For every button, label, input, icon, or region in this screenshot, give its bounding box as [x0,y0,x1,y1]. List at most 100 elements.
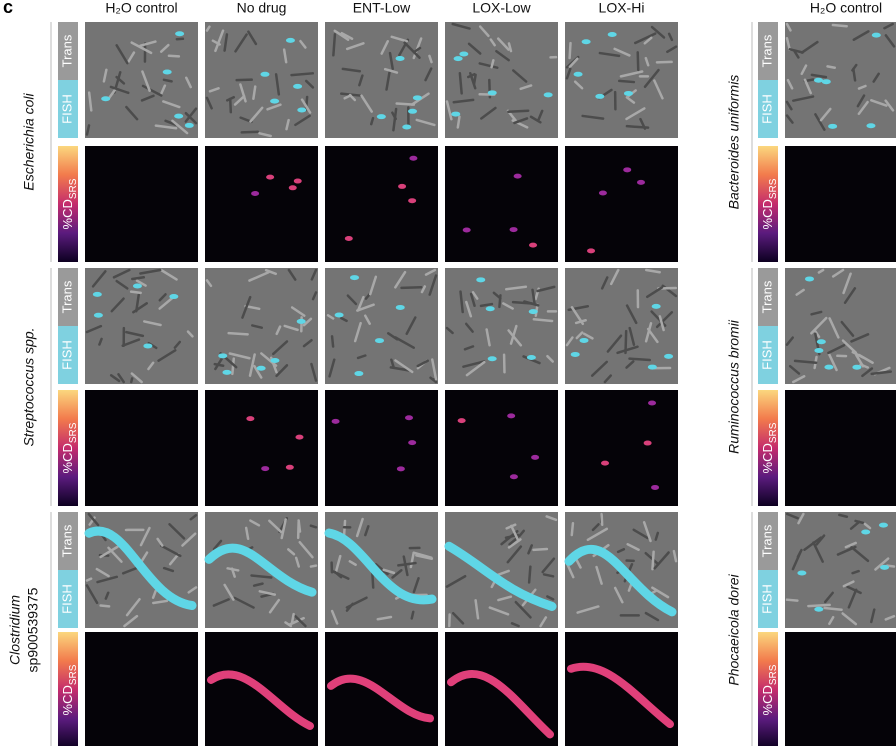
srs-colorbar [58,632,78,746]
srs-signal [261,466,270,472]
cell [512,69,528,83]
cell [885,564,896,568]
fish-signal [408,108,418,114]
cell [415,554,434,560]
cell [87,91,93,112]
cell [139,268,162,275]
srs-signal [327,674,434,723]
cell [643,36,653,45]
cell [424,67,433,82]
cell [391,111,397,121]
cell [870,370,893,376]
cell [513,117,529,125]
micrograph [445,22,558,138]
srs-signal [509,227,518,233]
fish-signal [412,95,422,101]
channel-label: %CDSRS [60,664,78,715]
cell [234,33,248,53]
channel-label: %CDSRS [760,422,778,473]
srs-label: %CD [760,685,775,715]
fish-signal [623,90,633,96]
cell [355,517,364,538]
cell [268,519,283,534]
fish-signal [804,276,814,282]
cell [394,270,407,289]
srs-image [325,146,438,262]
micrograph [324,512,438,628]
cell [527,565,532,584]
cell [465,360,486,377]
cell [244,526,250,541]
cell [792,375,806,384]
cell [348,560,357,567]
cell [496,37,510,51]
srs-signal [398,183,407,189]
cell [793,49,800,59]
cell [467,42,482,55]
cell [643,68,660,89]
cell [345,596,368,609]
srs-image [785,632,896,746]
cell [467,72,476,79]
cell [340,31,354,40]
fish-signal [174,113,184,119]
fish-signal [218,353,228,359]
channel-label: %CDSRS [760,178,778,229]
cell [861,367,874,378]
cell [803,78,812,95]
cell [341,67,362,73]
srs-signal [246,416,255,422]
cell [595,565,603,585]
cell [115,44,129,65]
cell [139,526,151,547]
cell [284,621,293,628]
cell [304,79,315,89]
fish-signal [607,31,617,37]
cell [268,598,281,614]
cell [264,268,277,276]
cell [815,534,826,546]
cell [823,606,843,612]
cell [239,83,247,103]
species-label: Phocaeicola dorei [726,573,742,685]
fish-signal [824,364,834,370]
cell [300,98,312,114]
micrograph [785,268,896,384]
fish-signal [459,51,469,57]
cell [360,94,373,113]
cell [428,54,433,64]
cell [488,606,510,616]
fish-signal [270,357,280,363]
cell [814,330,821,339]
micrograph [85,268,198,384]
srs-signal [643,440,652,446]
cell [402,555,409,577]
fish-signal [169,294,179,300]
srs-label: %CD [760,199,775,229]
micrograph [565,268,678,384]
micrograph [565,390,678,506]
cell [326,314,335,320]
fish-signal [797,570,807,576]
fish-signal [334,312,344,318]
micrograph [565,632,678,746]
cell [852,30,870,41]
micrograph [85,390,198,506]
cell [485,328,491,347]
cell [616,547,626,554]
cell [328,358,336,378]
srs-signal [293,178,302,184]
cell [651,550,655,571]
cell [600,512,604,527]
cell [85,577,93,582]
cell [786,78,794,90]
channel-label: FISH [59,94,74,124]
cell [642,521,652,543]
fish-signal [579,337,589,343]
cell [167,54,181,58]
cell [294,556,301,568]
channel-label: Trans [59,280,74,313]
cell [358,74,364,87]
cell [582,332,594,340]
cell [141,70,151,92]
